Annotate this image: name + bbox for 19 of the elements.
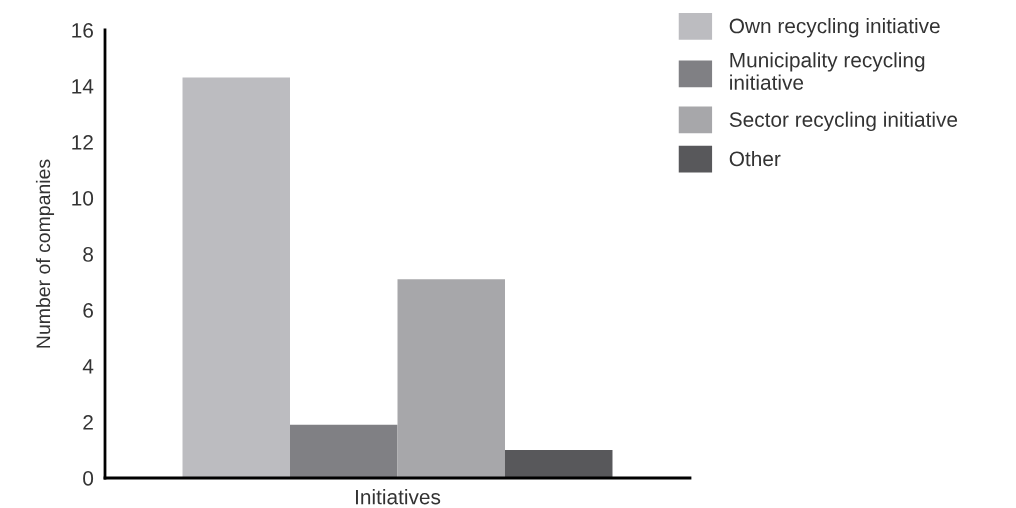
y-tick-label: 12 — [72, 135, 93, 150]
y-tick-label: 16 — [72, 23, 93, 38]
y-tick-label: 10 — [72, 191, 94, 206]
legend-label: Own recycling initiative — [729, 18, 940, 38]
y-tick-label: 0 — [83, 471, 94, 486]
legend-label: Other — [729, 150, 781, 167]
legend-label: Sector recycling initiative — [729, 111, 958, 132]
y-tick-label: 14 — [72, 79, 94, 94]
y-tick-label: 8 — [83, 247, 93, 262]
bar — [504, 450, 613, 478]
bar — [290, 424, 398, 478]
bar — [397, 279, 505, 478]
legend-label: Municipality recycling initiative — [730, 52, 925, 90]
y-axis-title: Number of companies — [35, 159, 55, 348]
y-tick-label: 6 — [83, 303, 93, 318]
y-tick-label: 4 — [82, 359, 94, 374]
y-tick-label: 2 — [83, 415, 93, 430]
x-tick-label: Initiatives — [356, 489, 441, 505]
bar — [182, 77, 291, 478]
